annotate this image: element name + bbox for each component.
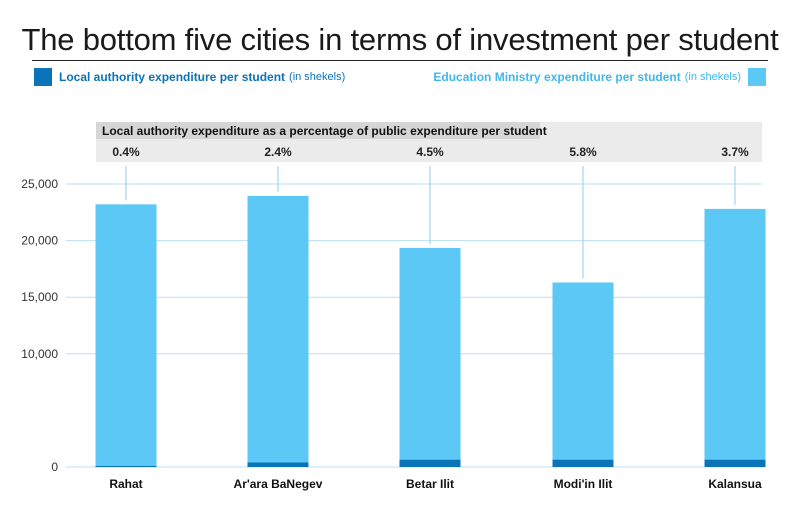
- category-label-2: Betar Ilit: [406, 477, 454, 491]
- legend-local-label: Local authority expenditure per student: [59, 70, 286, 84]
- percentage-label-1: 2.4%: [264, 145, 292, 159]
- title-divider: [32, 60, 768, 61]
- chart-title: The bottom five cities in terms of inves…: [21, 22, 779, 57]
- y-tick-label-20000: 20,000: [21, 234, 58, 248]
- legend-ministry-unit: (in shekels): [684, 71, 741, 83]
- percentage-band-title-bg: [96, 122, 540, 139]
- bar-local-4: [704, 459, 766, 467]
- percentage-label-4: 3.7%: [721, 145, 749, 159]
- category-label-0: Rahat: [109, 477, 142, 491]
- bar-ministry-1: [247, 195, 309, 463]
- category-label-3: Modi'in Ilit: [554, 477, 613, 491]
- legend-local-unit: (in shekels): [289, 71, 346, 83]
- legend-local-swatch: [34, 68, 52, 86]
- legend-local: Local authority expenditure per student …: [34, 66, 345, 88]
- bar-local-0: [95, 465, 157, 467]
- bar-ministry-2: [399, 247, 461, 460]
- y-tick-label-10000: 10,000: [21, 347, 58, 361]
- bar-local-1: [247, 462, 309, 467]
- bar-ministry-3: [552, 282, 614, 460]
- percentage-label-2: 4.5%: [416, 145, 444, 159]
- legend-ministry-label: Education Ministry expenditure per stude…: [433, 70, 681, 84]
- bar-ministry-0: [95, 204, 157, 466]
- legend-ministry-swatch: [748, 68, 766, 86]
- y-tick-label-15000: 15,000: [21, 290, 58, 304]
- bar-ministry-4: [704, 208, 766, 460]
- percentage-label-3: 5.8%: [569, 145, 597, 159]
- bar-local-2: [399, 459, 461, 467]
- category-label-4: Kalansua: [708, 477, 762, 491]
- percentage-label-0: 0.4%: [112, 145, 140, 159]
- legend-ministry: Education Ministry expenditure per stude…: [433, 66, 766, 88]
- category-label-1: Ar'ara BaNegev: [234, 477, 323, 491]
- y-tick-label-25000: 25,000: [21, 177, 58, 191]
- percentage-band-title: Local authority expenditure as a percent…: [102, 124, 547, 138]
- bar-local-3: [552, 459, 614, 467]
- y-tick-label-0: 0: [51, 460, 58, 474]
